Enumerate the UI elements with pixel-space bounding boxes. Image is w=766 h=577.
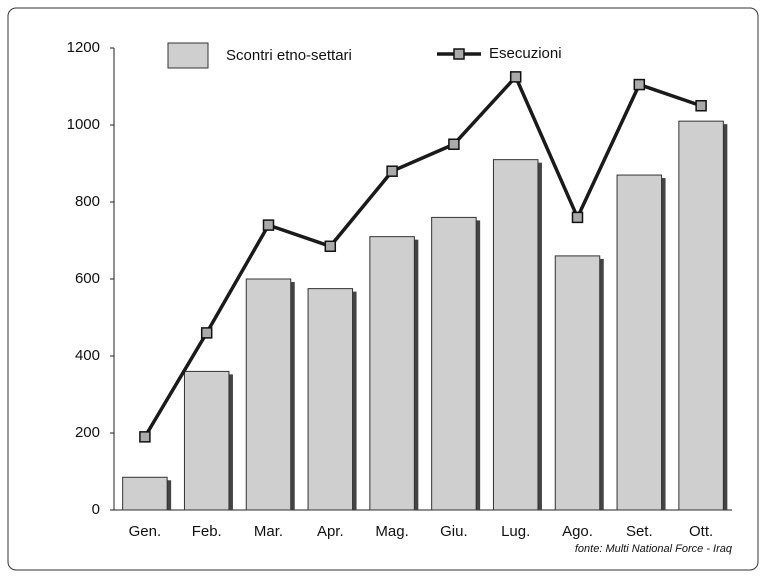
y-tick-label: 1000 (67, 116, 100, 133)
y-tick-label: 200 (75, 424, 100, 441)
x-tick-label: Ott. (689, 523, 713, 540)
bar (616, 174, 663, 511)
line-marker (200, 327, 213, 339)
legend-swatch (167, 42, 209, 69)
line-marker (324, 240, 337, 253)
bar (678, 120, 724, 511)
x-tick-label: Giu. (440, 523, 468, 540)
x-tick-label: Set. (626, 523, 653, 540)
line-marker (633, 78, 646, 91)
line-marker (139, 431, 151, 443)
y-tick-label: 0 (92, 501, 100, 518)
legend-label: Scontri etno-settari (226, 47, 352, 64)
y-tick-label: 600 (75, 270, 100, 287)
x-tick-label: Mar. (254, 523, 283, 540)
legend-marker (453, 48, 465, 60)
bar (307, 288, 354, 511)
y-tick-label: 400 (75, 347, 100, 364)
x-tick-label: Feb. (192, 523, 222, 540)
line-marker (571, 211, 584, 224)
x-tick-label: Apr. (317, 523, 344, 540)
legend-label: Esecuzioni (489, 45, 562, 62)
y-tick-label: 800 (75, 193, 100, 210)
line-marker (262, 219, 275, 231)
frame (7, 7, 759, 571)
bar (431, 216, 477, 511)
line-marker (695, 100, 707, 112)
source: fonte: Multi National Force - Iraq (575, 543, 733, 555)
bar (122, 476, 168, 511)
x-tick-label: Gen. (129, 523, 162, 540)
x-tick-label: Ago. (562, 523, 593, 540)
bar (245, 278, 292, 511)
x-tick-label: Mag. (375, 523, 408, 540)
bar (183, 370, 230, 511)
line-marker (509, 71, 522, 83)
line (143, 73, 702, 438)
bar (369, 236, 415, 511)
x-tick-label: Lug. (501, 523, 530, 540)
bar (554, 255, 601, 511)
y-tick-label: 1200 (67, 39, 100, 56)
bar (492, 159, 539, 511)
line-marker (386, 165, 398, 177)
line-marker (448, 138, 460, 150)
